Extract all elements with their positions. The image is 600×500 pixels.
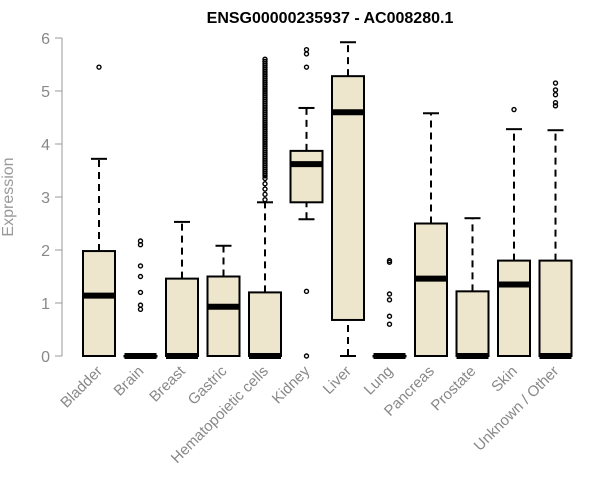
y-tick-label: 6: [41, 31, 50, 48]
y-tick-label: 1: [41, 296, 50, 313]
box-body: [206, 275, 241, 357]
outlier-point: [262, 191, 268, 198]
y-tick-label: 4: [41, 137, 50, 154]
outlier-point: [262, 181, 268, 187]
box-brain: [123, 238, 158, 359]
box-skin: [497, 106, 531, 358]
box-body: [455, 290, 490, 357]
box-gastric: [206, 244, 241, 357]
outlier-point: [386, 313, 393, 319]
outlier-point: [262, 175, 268, 182]
box-lung: [372, 257, 407, 359]
outlier-point: [262, 186, 268, 192]
box-liver: [331, 41, 365, 357]
outlier-point: [552, 99, 559, 106]
box-unknown-other: [538, 80, 573, 359]
box-body: [414, 222, 448, 357]
outlier-point: [386, 297, 393, 303]
outlier-point: [137, 273, 144, 280]
outlier-point: [552, 80, 559, 86]
x-category-label: Liver: [320, 363, 355, 398]
outlier-point: [137, 263, 144, 269]
outlier-point: [137, 306, 144, 313]
outlier-point: [137, 289, 144, 296]
outlier-point: [303, 353, 310, 359]
y-tick-label: 2: [41, 243, 50, 260]
box-body: [289, 149, 324, 204]
box-kidney: [289, 46, 324, 359]
x-category-label: Skin: [488, 363, 521, 396]
outlier-point: [386, 321, 393, 327]
box-breast: [165, 220, 199, 359]
outlier-point: [303, 64, 310, 70]
box-body: [497, 259, 531, 358]
outlier-point: [96, 64, 102, 70]
x-category-label: Breast: [146, 362, 189, 405]
x-category-label: Brain: [111, 363, 148, 400]
outlier-point: [552, 87, 559, 93]
outlier-point: [303, 46, 310, 53]
x-category-label: Lung: [361, 363, 397, 399]
outlier-point: [552, 103, 559, 109]
x-category-label: Prostate: [428, 363, 480, 415]
x-category-label: Kidney: [269, 362, 314, 407]
outlier-point: [303, 51, 310, 57]
outlier-point: [511, 106, 517, 113]
boxes-layer: [82, 41, 573, 359]
box-hematopoietic-cells: [248, 56, 282, 359]
box-body: [82, 250, 116, 357]
box-prostate: [455, 217, 490, 359]
box-body: [165, 277, 199, 357]
outlier-point: [552, 92, 559, 98]
outlier-point: [303, 288, 310, 295]
box-body: [331, 75, 365, 321]
y-axis-label: Expression: [0, 157, 17, 236]
box-body: [248, 291, 282, 357]
outlier-point: [262, 56, 268, 62]
outlier-point: [137, 302, 144, 308]
y-tick-label: 0: [41, 349, 50, 366]
outlier-point: [386, 257, 393, 264]
outlier-point: [386, 291, 393, 297]
y-tick-label: 5: [41, 84, 50, 101]
outlier-point: [137, 238, 144, 244]
y-tick-label: 3: [41, 190, 50, 207]
box-pancreas: [414, 112, 448, 357]
outlier-point: [262, 58, 268, 65]
x-category-label: Bladder: [57, 363, 106, 412]
y-axis: 0 1 2 3 4 5 6: [41, 31, 63, 366]
chart-title: ENSG00000235937 - AC008280.1: [207, 10, 454, 27]
box-body: [538, 259, 573, 358]
box-bladder: [82, 64, 116, 357]
outlier-point: [262, 196, 268, 203]
